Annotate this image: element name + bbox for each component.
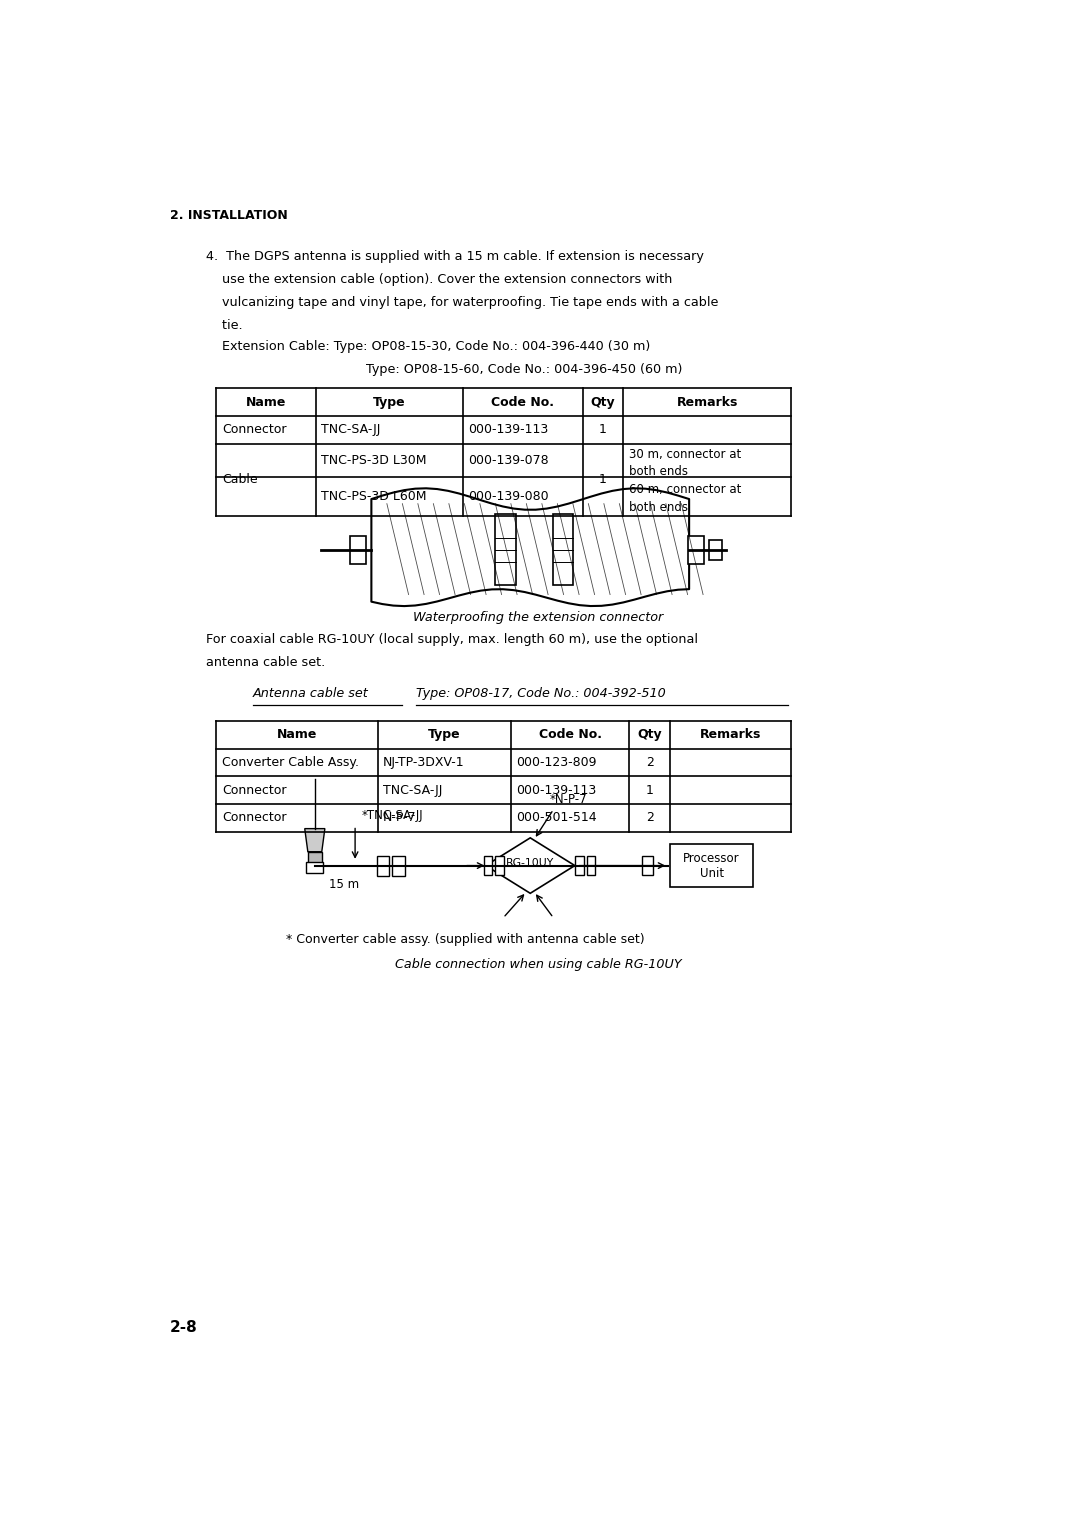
Bar (496, 856, 504, 876)
Text: 000-139-078: 000-139-078 (469, 454, 549, 468)
Text: antenna cable set.: antenna cable set. (206, 656, 325, 669)
Text: Cable: Cable (221, 474, 257, 486)
Text: 1: 1 (646, 784, 653, 796)
Bar (642, 856, 652, 876)
Text: Type: Type (373, 396, 405, 408)
Text: 1: 1 (599, 423, 607, 437)
Text: tie.: tie. (206, 319, 243, 332)
Bar (688, 536, 704, 564)
Text: 2-8: 2-8 (170, 1320, 198, 1335)
Text: 15 m: 15 m (328, 879, 359, 891)
Text: RG-10UY: RG-10UY (507, 859, 554, 868)
Text: vulcanizing tape and vinyl tape, for waterproofing. Tie tape ends with a cable: vulcanizing tape and vinyl tape, for wat… (206, 296, 718, 309)
Text: 1: 1 (599, 474, 607, 486)
Text: 000-501-514: 000-501-514 (516, 811, 597, 824)
Text: TNC-PS-3D L60M: TNC-PS-3D L60M (321, 490, 427, 503)
Bar (586, 856, 595, 876)
Bar (308, 851, 322, 862)
Text: 000-139-080: 000-139-080 (469, 490, 549, 503)
Text: Remarks: Remarks (677, 396, 738, 408)
Text: Processor
Unit: Processor Unit (684, 851, 740, 880)
Text: 000-139-113: 000-139-113 (516, 784, 596, 796)
Text: Code No.: Code No. (491, 396, 554, 408)
Text: Name: Name (276, 729, 318, 741)
Text: Converter Cable Assy.: Converter Cable Assy. (221, 756, 359, 769)
Bar (496, 515, 515, 585)
Text: TNC-PS-3D L30M: TNC-PS-3D L30M (321, 454, 427, 468)
Text: Connector: Connector (221, 423, 286, 437)
Text: Name: Name (246, 396, 286, 408)
Text: 2: 2 (646, 756, 653, 769)
Text: 000-139-113: 000-139-113 (469, 423, 549, 437)
Text: 000-123-809: 000-123-809 (516, 756, 597, 769)
Text: Code No.: Code No. (539, 729, 602, 741)
Text: Type: Type (428, 729, 460, 741)
Bar (484, 856, 492, 876)
Text: TNC-SA-JJ: TNC-SA-JJ (321, 423, 380, 437)
Text: For coaxial cable RG-10UY (local supply, max. length 60 m), use the optional: For coaxial cable RG-10UY (local supply,… (206, 633, 699, 646)
Bar (576, 856, 583, 876)
Text: Connector: Connector (221, 811, 286, 824)
Text: Remarks: Remarks (700, 729, 761, 741)
Text: N-P-7: N-P-7 (383, 811, 417, 824)
Text: Type: OP08-15-60, Code No.: 004-396-450 (60 m): Type: OP08-15-60, Code No.: 004-396-450 … (366, 362, 683, 376)
Text: Connector: Connector (221, 784, 286, 796)
Text: TNC-SA-JJ: TNC-SA-JJ (383, 784, 443, 796)
Text: Antenna cable set: Antenna cable set (253, 688, 368, 700)
Text: 30 m, connector at: 30 m, connector at (629, 448, 741, 461)
Text: *TNC-SA-JJ: *TNC-SA-JJ (362, 810, 423, 822)
Text: Qty: Qty (591, 396, 616, 408)
Text: use the extension cable (option). Cover the extension connectors with: use the extension cable (option). Cover … (206, 272, 673, 286)
Text: both ends: both ends (629, 501, 688, 513)
Text: Qty: Qty (637, 729, 662, 741)
Text: Type: OP08-17, Code No.: 004-392-510: Type: OP08-17, Code No.: 004-392-510 (416, 688, 665, 700)
Text: *N-P-7: *N-P-7 (550, 793, 588, 805)
Bar (392, 856, 405, 876)
Polygon shape (305, 828, 325, 851)
Text: 2. INSTALLATION: 2. INSTALLATION (170, 209, 287, 222)
Bar (350, 536, 366, 564)
Bar (708, 539, 723, 559)
Text: 60 m, connector at: 60 m, connector at (629, 483, 741, 495)
Text: * Converter cable assy. (supplied with antenna cable set): * Converter cable assy. (supplied with a… (286, 932, 645, 946)
Bar (377, 856, 389, 876)
Text: NJ-TP-3DXV-1: NJ-TP-3DXV-1 (383, 756, 464, 769)
Text: Cable connection when using cable RG-10UY: Cable connection when using cable RG-10U… (394, 958, 681, 970)
Bar (670, 843, 754, 888)
Text: both ends: both ends (629, 465, 688, 478)
Text: Waterproofing the extension connector: Waterproofing the extension connector (413, 611, 663, 623)
Text: Extension Cable: Type: OP08-15-30, Code No.: 004-396-440 (30 m): Extension Cable: Type: OP08-15-30, Code … (221, 339, 650, 353)
Bar (553, 515, 572, 585)
Text: 2: 2 (646, 811, 653, 824)
Text: 4.  The DGPS antenna is supplied with a 15 m cable. If extension is necessary: 4. The DGPS antenna is supplied with a 1… (206, 249, 704, 263)
Bar (307, 862, 323, 874)
